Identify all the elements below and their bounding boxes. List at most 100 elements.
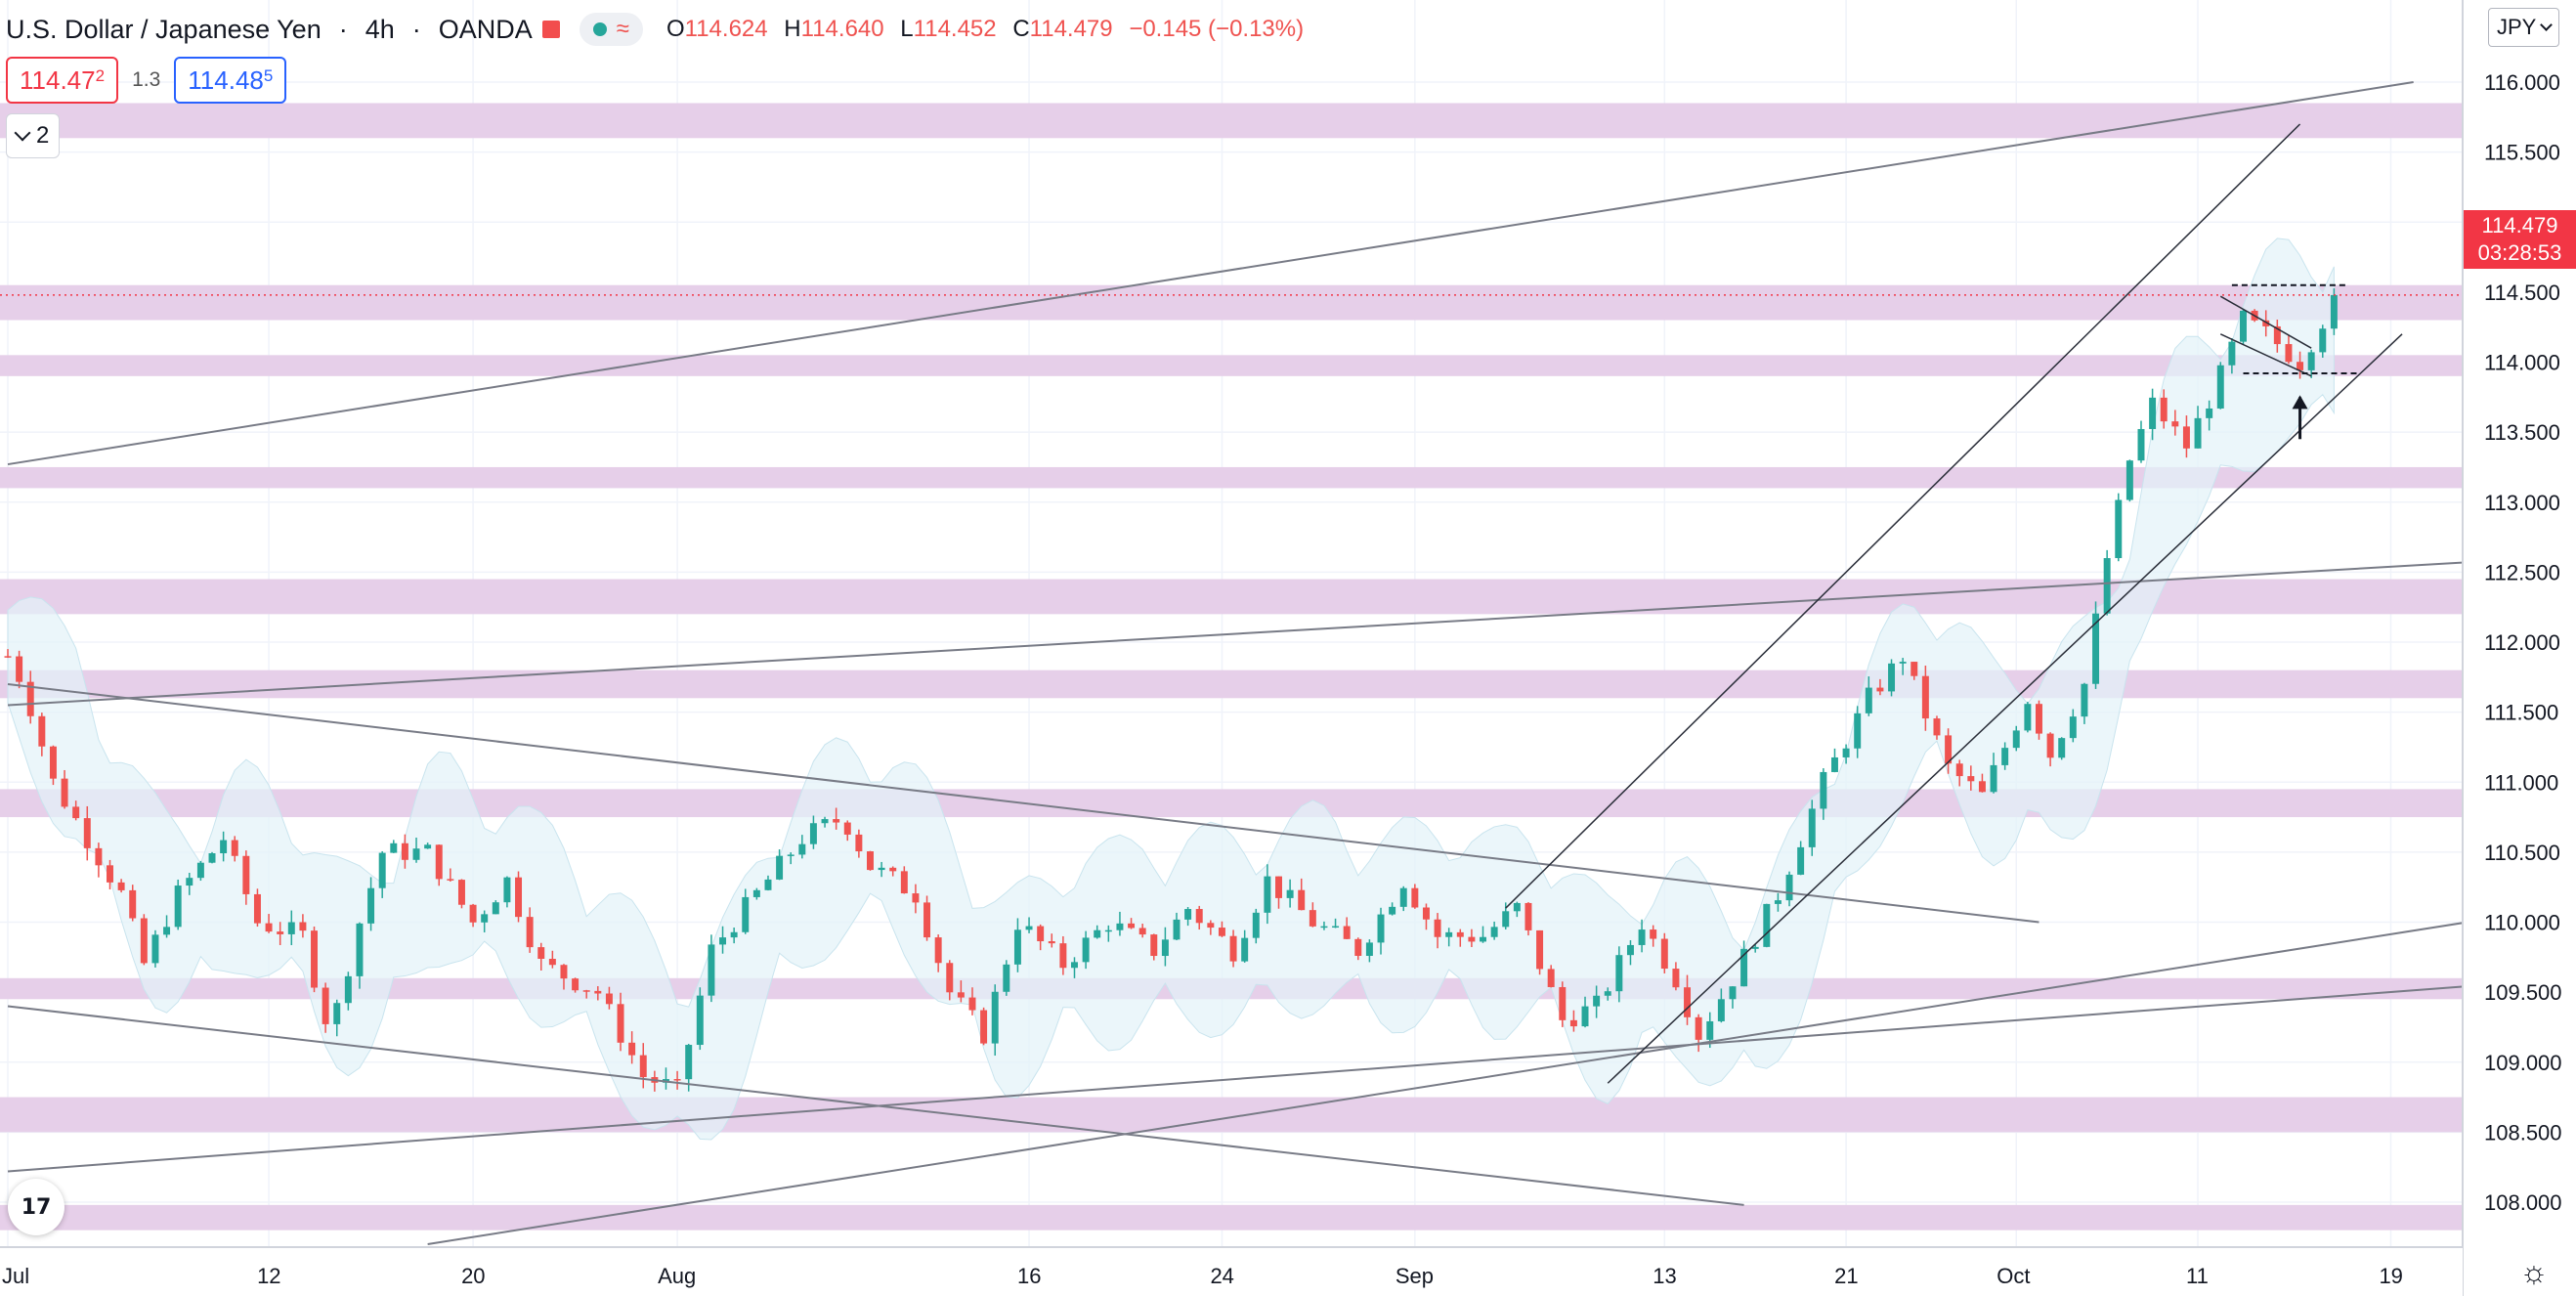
high-label: H <box>784 16 801 42</box>
candle <box>708 934 715 1003</box>
candle <box>1854 706 1862 758</box>
candle <box>957 980 965 1003</box>
candle <box>401 834 408 869</box>
candle <box>196 860 204 882</box>
candle <box>1502 902 1510 929</box>
candle <box>95 842 103 878</box>
last-price-value: 114.479 <box>2481 213 2558 238</box>
candle <box>163 915 171 938</box>
candle <box>1468 929 1476 947</box>
candle <box>1229 929 1237 968</box>
candle <box>26 670 34 724</box>
candle <box>2137 420 2145 463</box>
timeframe-label[interactable]: 4h <box>365 14 395 44</box>
x-tick-label: Aug <box>658 1264 696 1288</box>
chevron-down-icon <box>2540 19 2554 31</box>
indicator-status-pill[interactable]: ≈ <box>579 13 643 46</box>
candle <box>83 805 91 861</box>
trend-line <box>7 81 2414 466</box>
candle <box>787 852 794 865</box>
bollinger-area <box>7 238 2335 1141</box>
indicators-collapse-button[interactable]: 2 <box>6 113 61 158</box>
low-label: L <box>900 16 914 42</box>
candle <box>1480 926 1486 943</box>
y-tick-label: 111.000 <box>2484 770 2558 795</box>
candle <box>1252 908 1260 944</box>
buy-button[interactable]: 114.48 5 <box>174 57 287 104</box>
candle <box>1955 759 1963 787</box>
candle <box>2081 682 2088 724</box>
candle <box>1513 901 1521 918</box>
candle <box>2024 702 2032 733</box>
candle <box>1740 940 1748 987</box>
price-zone <box>0 284 2463 321</box>
candle <box>2297 351 2304 379</box>
candle <box>1411 884 1419 909</box>
bar-countdown: 03:28:53 <box>2477 240 2562 265</box>
candle <box>1945 728 1953 774</box>
gear-icon[interactable]: ☼ <box>2519 1254 2549 1289</box>
trade-price-boxes: 114.47 2 1.3 114.48 5 <box>6 57 287 104</box>
candle <box>38 713 46 756</box>
candle <box>1933 715 1941 740</box>
candle <box>2036 700 2042 740</box>
candle <box>809 815 817 849</box>
candle <box>367 877 375 931</box>
candle <box>617 992 624 1052</box>
candle <box>344 972 352 1011</box>
candle <box>1695 1014 1702 1053</box>
candle <box>1660 932 1668 973</box>
candle <box>673 1070 681 1090</box>
candle <box>140 914 148 966</box>
symbol-title[interactable]: U.S. Dollar / Japanese Yen <box>6 14 322 44</box>
candle <box>1104 925 1112 942</box>
y-tick-label: 114.000 <box>2484 351 2560 375</box>
candle <box>798 835 806 859</box>
candle <box>2058 737 2066 760</box>
candle <box>1638 919 1646 953</box>
candle <box>605 986 613 1010</box>
candle <box>821 816 829 828</box>
candle <box>572 977 580 993</box>
currency-label: JPY <box>2497 15 2537 39</box>
x-tick-label: 12 <box>257 1264 280 1288</box>
high-value: 114.640 <box>800 16 884 42</box>
candle <box>1082 930 1090 970</box>
candle <box>991 984 999 1057</box>
tradingview-logo[interactable]: 17 <box>8 1179 64 1235</box>
candle <box>208 851 216 864</box>
candle <box>923 895 931 941</box>
open-label: O <box>665 16 685 42</box>
y-tick-label: 113.000 <box>2484 491 2560 515</box>
last-price-label: 114.479 03:28:53 <box>2464 210 2576 269</box>
close-value: 114.479 <box>1029 16 1113 42</box>
candle <box>1751 944 1759 953</box>
candle <box>628 1031 636 1064</box>
candle <box>764 875 772 891</box>
candle <box>1377 907 1385 955</box>
sell-price: 114.47 <box>20 65 96 95</box>
currency-select[interactable]: JPY <box>2488 8 2560 47</box>
candle <box>287 910 295 946</box>
candle <box>61 769 68 809</box>
x-tick-label: Sep <box>1395 1264 1434 1288</box>
candle <box>1138 924 1146 938</box>
candle <box>1264 864 1271 925</box>
candle <box>1626 940 1634 966</box>
candle <box>1048 933 1055 948</box>
candle <box>900 866 908 894</box>
sell-button[interactable]: 114.47 2 <box>6 57 119 104</box>
x-tick-label: Jul <box>2 1264 29 1288</box>
flag-icon[interactable] <box>541 21 560 38</box>
candle <box>855 829 863 858</box>
candle <box>1309 902 1316 928</box>
candle <box>2206 400 2213 431</box>
candle <box>1684 974 1692 1025</box>
candle <box>1763 903 1771 948</box>
candle <box>435 844 443 886</box>
candle <box>1275 876 1282 909</box>
trend-line <box>7 557 2539 707</box>
candle <box>1332 918 1340 929</box>
candle <box>2285 334 2293 365</box>
